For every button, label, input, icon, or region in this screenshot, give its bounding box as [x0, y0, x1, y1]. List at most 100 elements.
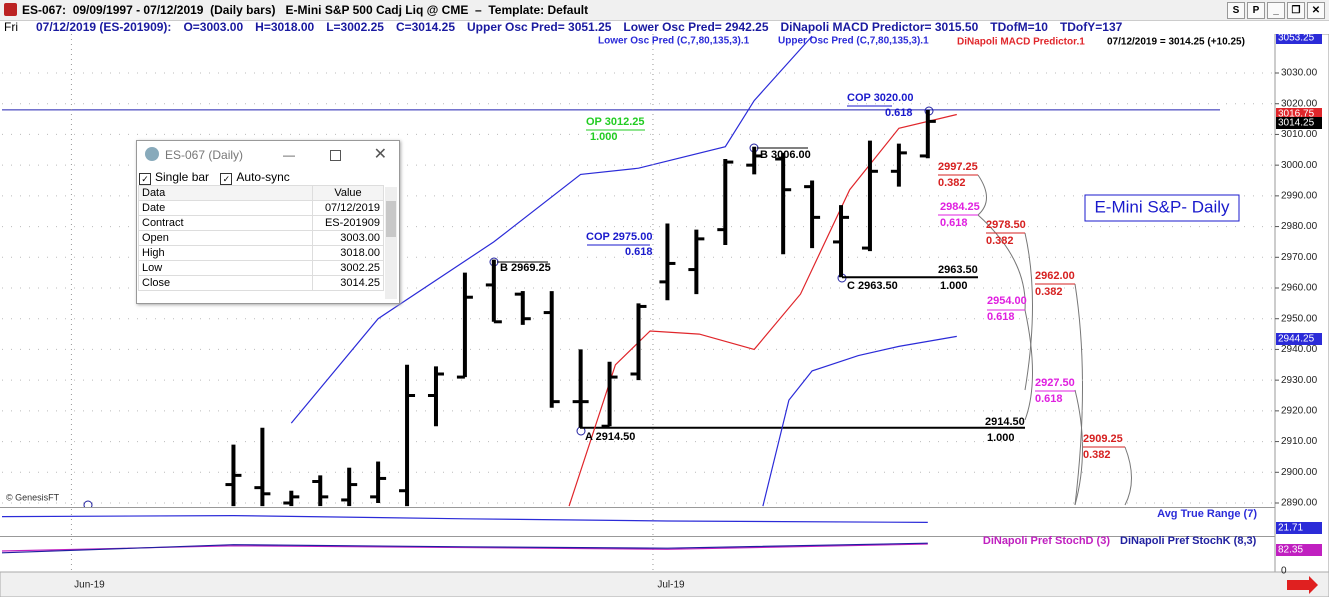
- annotation: 1.000: [987, 432, 1015, 444]
- field-cell: Open: [138, 230, 313, 246]
- annotation: 0.618: [625, 246, 653, 258]
- column-header: Data: [138, 185, 313, 201]
- info-item: Lower Osc Pred= 2942.25: [623, 20, 769, 34]
- annotation: OP 3012.25: [586, 116, 645, 128]
- y-tick-label: 2940.00: [1281, 344, 1318, 355]
- y-tick-label: 2980.00: [1281, 221, 1318, 232]
- restore-button[interactable]: ❐: [1287, 2, 1305, 19]
- y-tick-label: 3030.00: [1281, 68, 1318, 79]
- field-cell: High: [138, 245, 313, 261]
- axis-tag: 2944.25: [1278, 334, 1315, 345]
- legend-entry: Lower Osc Pred (C,7,80,135,3).1: [598, 36, 750, 47]
- legend-entry: Upper Osc Pred (C,7,80,135,3).1: [778, 36, 929, 47]
- annotation: B 3006.00: [760, 149, 811, 161]
- pane-label: DiNapoli Pref StochK (8,3): [1120, 535, 1257, 547]
- annotation: 0.618: [1035, 393, 1063, 405]
- s-button[interactable]: S: [1227, 2, 1245, 19]
- y-tick-label: 0: [1281, 566, 1287, 577]
- y-tick-label: 3020.00: [1281, 98, 1318, 109]
- data-table: Data Value Date 07/12/2019 Contract ES-201909…: [138, 185, 384, 291]
- annotation: 0.618: [940, 217, 968, 229]
- annotation: 0.382: [1035, 286, 1063, 298]
- chart: E-Mini S&P- Daily © GenesisFT 2890.00 290…: [0, 34, 1329, 597]
- header-row: Data Value: [138, 185, 384, 201]
- column-header: Value: [312, 185, 384, 201]
- info-item: 07/12/2019 (ES-201909):: [36, 20, 172, 34]
- annotation: 0.382: [938, 177, 966, 189]
- scrollbar[interactable]: [385, 187, 397, 299]
- value-cell: 07/12/2019: [312, 200, 384, 216]
- annotation: 2984.25: [940, 201, 980, 213]
- indicator-line: [762, 335, 957, 507]
- annotation: COP 2975.00: [586, 231, 652, 243]
- data-row: Contract ES-201909: [138, 215, 384, 231]
- window-title: ES-067: 09/09/1997 - 07/12/2019 (Daily b…: [22, 3, 589, 17]
- minimize-button[interactable]: _: [1267, 2, 1285, 19]
- legend-entry: DiNapoli MACD Predictor.1: [957, 37, 1085, 48]
- info-item: H=3018.00: [255, 20, 315, 34]
- axis-tag-bg: [1276, 117, 1322, 129]
- annotation: 2927.50: [1035, 377, 1075, 389]
- title-bar: ES-067: 09/09/1997 - 07/12/2019 (Daily b…: [0, 0, 1329, 21]
- data-window[interactable]: ES-067 (Daily) — ✕ ✓ Single bar ✓ Auto-sync …: [136, 140, 400, 304]
- data-window-header: ES-067 (Daily) — ✕: [137, 141, 399, 169]
- annotation: 0.382: [1083, 449, 1111, 461]
- axis-tag: 3014.25: [1278, 118, 1315, 129]
- info-item: TDofM=10: [990, 20, 1048, 34]
- info-item: TDofY=137: [1059, 20, 1123, 34]
- p-button[interactable]: P: [1247, 2, 1265, 19]
- axis-tag-bg: [1276, 522, 1322, 534]
- option-label: Auto-sync: [236, 170, 290, 184]
- y-tick-label: 2900.00: [1281, 467, 1318, 478]
- annotation: 0.618: [885, 107, 913, 119]
- y-tick-label: 2960.00: [1281, 283, 1318, 294]
- data-row: High 3018.00: [138, 245, 384, 261]
- axis-tag: 3016.75: [1278, 109, 1315, 120]
- app-icon: [4, 3, 17, 16]
- annotation: 2954.00: [987, 295, 1027, 307]
- info-item: Upper Osc Pred= 3051.25: [467, 20, 612, 34]
- axis-tag: 21.71: [1278, 523, 1303, 534]
- annotation: 1.000: [590, 131, 618, 143]
- y-tick-label: 2910.00: [1281, 436, 1318, 447]
- value-cell: 3002.25: [312, 260, 384, 276]
- indicator-line: [290, 35, 813, 424]
- field-cell: Low: [138, 260, 313, 276]
- y-tick-label: 2990.00: [1281, 191, 1318, 202]
- value-cell: 3014.25: [312, 275, 384, 291]
- annotation: 2914.50: [985, 416, 1025, 428]
- annotation: 2963.50: [938, 264, 978, 276]
- annotation: 1.000: [940, 280, 968, 292]
- value-cell: 3018.00: [312, 245, 384, 261]
- indicator-line: [1, 542, 928, 554]
- annotation: 2909.25: [1083, 433, 1123, 445]
- single-bar-option[interactable]: ✓ Single bar: [139, 170, 210, 185]
- annotation: B 2969.25: [500, 262, 551, 274]
- pane-label: DiNapoli Pref StochD (3): [983, 535, 1110, 547]
- y-tick-label: 3000.00: [1281, 160, 1318, 171]
- annotation: COP 3020.00: [847, 92, 913, 104]
- y-tick-label: 3010.00: [1281, 129, 1318, 140]
- data-row: Low 3002.25: [138, 260, 384, 276]
- y-tick-label: 2950.00: [1281, 313, 1318, 324]
- annotation: A 2914.50: [585, 431, 635, 443]
- indicator-line: [1, 514, 928, 523]
- date-axis: [0, 571, 1329, 597]
- field-cell: Close: [138, 275, 313, 291]
- field-cell: Date: [138, 200, 313, 216]
- close-button[interactable]: ✕: [1307, 2, 1325, 19]
- y-tick-label: 2920.00: [1281, 406, 1318, 417]
- annotation: 2978.50: [986, 219, 1026, 231]
- credit: © GenesisFT: [6, 492, 60, 502]
- option-label: Single bar: [155, 170, 210, 184]
- value-cell: ES-201909: [312, 215, 384, 231]
- scroll-arrow[interactable]: [1287, 576, 1318, 594]
- info-item: C=3014.25: [395, 20, 455, 34]
- y-tick-label: 2930.00: [1281, 375, 1318, 386]
- axis-tag-bg: [1276, 34, 1322, 44]
- axis-tag: 3053.25: [1278, 34, 1315, 44]
- info-bar: Fri 07/12/2019 (ES-201909): O=3003.00 H=301…: [0, 21, 1329, 34]
- auto-sync-option[interactable]: ✓ Auto-sync: [220, 170, 290, 185]
- data-row: Close 3014.25: [138, 275, 384, 291]
